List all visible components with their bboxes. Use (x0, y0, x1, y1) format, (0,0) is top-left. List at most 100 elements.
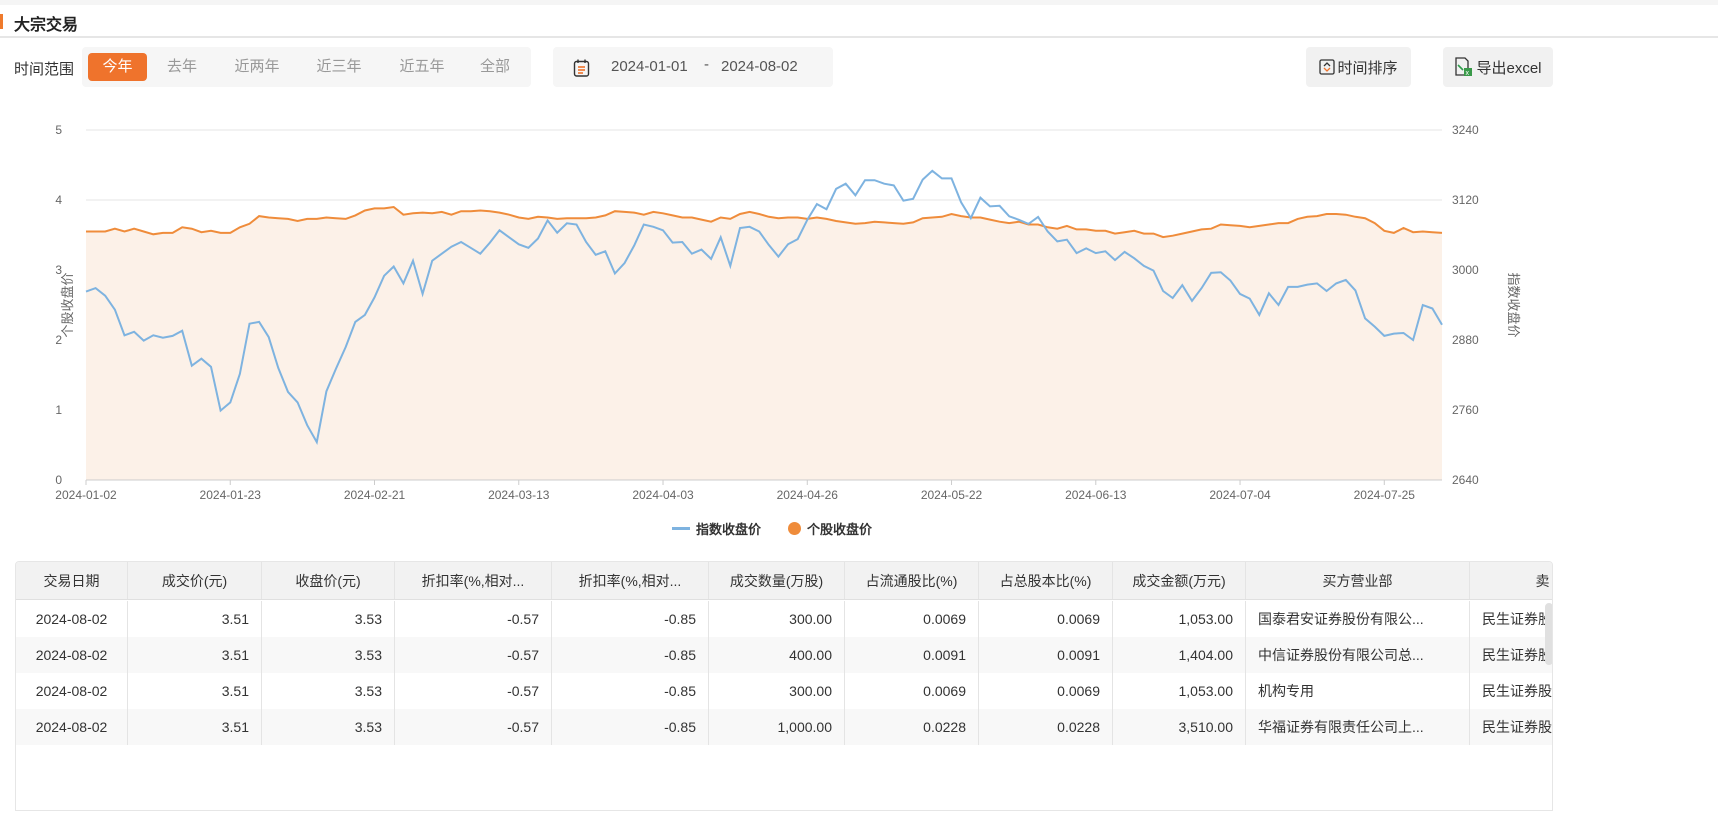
export-excel-button[interactable]: x 导出excel (1443, 47, 1553, 87)
legend-dot-icon (788, 522, 801, 535)
column-header[interactable]: 买方营业部 (1246, 562, 1470, 599)
time-range-label: 时间范围 (14, 61, 75, 78)
column-header[interactable]: 收盘价(元) (262, 562, 395, 599)
start-date-input[interactable]: 2024-01-01 (611, 58, 688, 75)
section-header: 大宗交易 (0, 5, 1718, 38)
x-axis-tick-label: 2024-04-03 (632, 488, 694, 500)
legend-line-icon (672, 527, 690, 530)
sort-icon (1319, 59, 1336, 75)
x-axis-tick-label: 2024-02-21 (344, 488, 406, 500)
column-header[interactable]: 卖 (1470, 562, 1552, 599)
table-cell: 0.0228 (979, 709, 1113, 745)
table-cell: 3.53 (262, 709, 395, 745)
table-cell: -0.57 (395, 673, 552, 709)
range-three-years[interactable]: 近三年 (316, 58, 362, 75)
table-cell: -0.85 (552, 673, 709, 709)
table-cell: -0.85 (552, 601, 709, 637)
table-cell: 3.53 (262, 637, 395, 673)
range-this-year[interactable]: 今年 (88, 53, 147, 81)
column-header[interactable]: 折扣率(%,相对... (552, 562, 709, 599)
left-axis-title: 个股收盘价 (60, 272, 75, 337)
table-cell: 300.00 (709, 601, 845, 637)
range-five-years[interactable]: 近五年 (399, 58, 445, 75)
table-cell: 3.53 (262, 673, 395, 709)
table-cell: 1,404.00 (1113, 637, 1246, 673)
table-row: 2024-08-02 3.51 3.53 -0.57 -0.85 400.00 0.0091… (16, 637, 1552, 673)
table-cell: 民生证券股 (1470, 709, 1552, 745)
table-cell: 0.0069 (845, 601, 979, 637)
table-cell: -0.57 (395, 709, 552, 745)
left-axis-tick-label: 5 (55, 123, 62, 137)
table-cell: 1,053.00 (1113, 673, 1246, 709)
left-axis-tick-label: 4 (55, 193, 62, 207)
table-cell: 2024-08-02 (16, 673, 128, 709)
calendar-icon (573, 59, 590, 77)
time-sort-label: 时间排序 (1337, 59, 1398, 77)
range-two-years[interactable]: 近两年 (234, 58, 280, 75)
table-cell: -0.57 (395, 637, 552, 673)
left-axis-tick-label: 0 (55, 473, 62, 487)
table-cell: 2024-08-02 (16, 709, 128, 745)
table-cell: 3.51 (128, 637, 262, 673)
right-axis-tick-label: 2640 (1452, 473, 1479, 487)
end-date-input[interactable]: 2024-08-02 (721, 58, 798, 75)
table-cell: 民生证券股 (1470, 601, 1552, 637)
column-header[interactable]: 占流通股比(%) (845, 562, 979, 599)
table-cell: 0.0069 (845, 673, 979, 709)
column-header[interactable]: 交易日期 (16, 562, 128, 599)
table-scrollbar[interactable] (1545, 603, 1552, 665)
table-cell: -0.57 (395, 601, 552, 637)
date-range-picker[interactable]: 2024-01-01 - 2024-08-02 (553, 47, 833, 87)
index-close-line (85, 169, 1443, 445)
table-cell: 1,000.00 (709, 709, 845, 745)
date-separator: - (704, 56, 709, 73)
column-header[interactable]: 成交数量(万股) (709, 562, 845, 599)
left-axis-tick-label: 2 (55, 333, 62, 347)
table-cell: 中信证券股份有限公司总... (1246, 637, 1470, 673)
table-cell: -0.85 (552, 637, 709, 673)
left-axis-tick-label: 3 (55, 263, 62, 277)
legend-stock-label: 个股收盘价 (807, 522, 873, 537)
table-cell: 2024-08-02 (16, 637, 128, 673)
left-axis-tick-label: 1 (55, 403, 62, 417)
x-axis-tick-label: 2024-07-25 (1354, 488, 1416, 500)
table-cell: 民生证券股 (1470, 637, 1552, 673)
stock-close-line (86, 205, 1443, 239)
column-header[interactable]: 折扣率(%,相对... (395, 562, 552, 599)
table-row: 2024-08-02 3.51 3.53 -0.57 -0.85 300.00 0.0069… (16, 601, 1552, 637)
x-axis-tick-label: 2024-04-26 (777, 488, 839, 500)
section-title: 大宗交易 (14, 17, 79, 34)
column-header[interactable]: 成交金额(万元) (1113, 562, 1246, 599)
legend-index-close[interactable]: 指数收盘价 (672, 519, 761, 538)
x-axis-tick-label: 2024-05-22 (921, 488, 983, 500)
time-sort-button[interactable]: 时间排序 (1306, 47, 1411, 87)
price-chart: 0 1 2 3 4 5 2640 2760 2880 3000 3120 3240 2024-01-02… (55, 123, 1521, 500)
table-row: 2024-08-02 3.51 3.53 -0.57 -0.85 1,000.00 0.02… (16, 709, 1552, 745)
legend-stock-close[interactable]: 个股收盘价 (788, 519, 872, 538)
table-cell: 0.0091 (845, 637, 979, 673)
right-axis-title: 指数收盘价 (1506, 272, 1521, 337)
export-excel-label: 导出excel (1476, 59, 1542, 77)
table-cell: 400.00 (709, 637, 845, 673)
table-cell: 0.0091 (979, 637, 1113, 673)
x-axis-tick-label: 2024-01-02 (55, 488, 117, 500)
table-cell: 0.0069 (979, 673, 1113, 709)
right-axis-tick-label: 3240 (1452, 123, 1479, 137)
range-all[interactable]: 全部 (479, 58, 510, 75)
x-axis-tick-label: 2024-07-04 (1209, 488, 1271, 500)
x-axis-tick-label: 2024-06-13 (1065, 488, 1127, 500)
table-row: 2024-08-02 3.51 3.53 -0.57 -0.85 300.00 0.0069… (16, 673, 1552, 709)
range-last-year[interactable]: 去年 (166, 58, 197, 75)
column-header[interactable]: 成交价(元) (128, 562, 262, 599)
legend-index-label: 指数收盘价 (696, 522, 762, 537)
right-axis-tick-label: 3000 (1452, 263, 1479, 277)
right-axis-tick-label: 2760 (1452, 403, 1479, 417)
column-header[interactable]: 占总股本比(%) (979, 562, 1113, 599)
stock-close-area (86, 207, 1442, 480)
table-cell: 300.00 (709, 673, 845, 709)
table-cell: -0.85 (552, 709, 709, 745)
right-axis-tick-label: 3120 (1452, 193, 1479, 207)
x-axis-tick-label: 2024-01-23 (200, 488, 262, 500)
excel-icon: x (1455, 57, 1473, 77)
table-cell: 3.51 (128, 601, 262, 637)
